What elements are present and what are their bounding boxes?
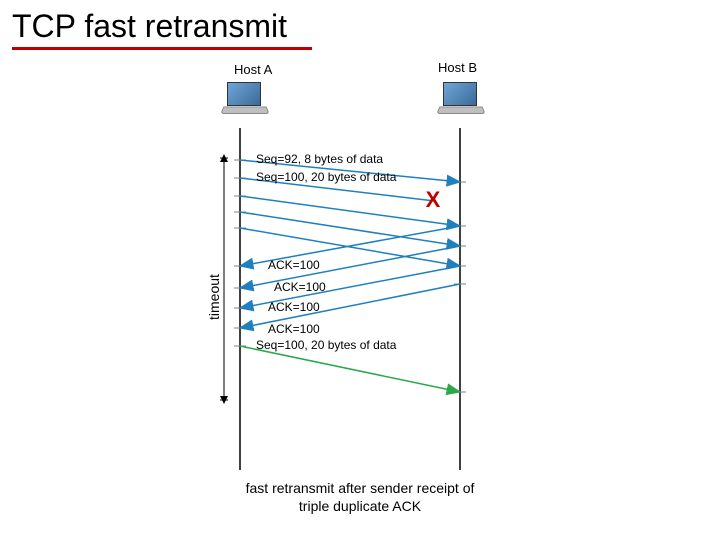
- message-label: ACK=100: [274, 280, 326, 294]
- message-label: ACK=100: [268, 300, 320, 314]
- diagram-caption: fast retransmit after sender receipt of …: [230, 480, 490, 515]
- sequence-diagram: [0, 0, 720, 540]
- message-label: ACK=100: [268, 322, 320, 336]
- message-label: Seq=92, 8 bytes of data: [256, 152, 383, 166]
- message-label: ACK=100: [268, 258, 320, 272]
- message-label: Seq=100, 20 bytes of data: [256, 338, 396, 352]
- packet-loss-x: X: [426, 187, 441, 213]
- message-label: Seq=100, 20 bytes of data: [256, 170, 396, 184]
